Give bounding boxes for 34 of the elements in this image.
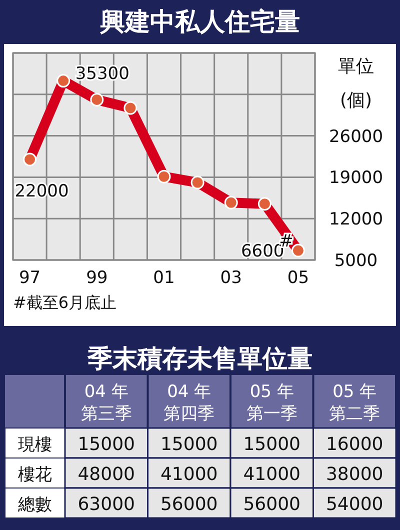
x-tick-label: 99 [86, 268, 108, 288]
x-tick-label: 04 年第三季 [80, 382, 132, 424]
data-label: 41000 [243, 464, 301, 485]
data-label: 35300 [75, 64, 130, 84]
y-tick-label: 樓花 [18, 465, 52, 485]
chart-title: 季末積存未售單位量 [86, 344, 312, 373]
y-tick-label: 現樓 [18, 435, 52, 455]
data-label: 15000 [160, 434, 218, 455]
x-tick-label: 04 年第四季 [164, 382, 215, 424]
y-tick-label: 總數 [17, 495, 52, 515]
y-tick-label: 5000 [334, 251, 378, 271]
data-label: 48000 [78, 464, 136, 485]
chart-title: 興建中私人住宅量 [99, 7, 300, 36]
y-tick-label: 26000 [328, 126, 384, 147]
y-axis-title: 單位 (個) [338, 56, 374, 111]
data-label: 15000 [243, 434, 301, 455]
data-label: 56000 [160, 494, 218, 515]
data-label: 41000 [160, 464, 218, 485]
data-label: 56000 [243, 494, 301, 515]
x-tick-label: 01 [153, 268, 175, 288]
data-label: 22000 [14, 181, 69, 202]
x-tick-label: 05 年第二季 [329, 382, 380, 424]
x-tick-label: 05 [287, 268, 310, 288]
data-label: 15000 [78, 434, 136, 455]
y-tick-label: 12000 [328, 210, 384, 230]
data-label: 63000 [78, 494, 136, 515]
data-label: 54000 [326, 494, 384, 515]
data-label: 38000 [326, 464, 384, 485]
text: #截至6月底止 [13, 293, 117, 312]
y-tick-label: 19000 [328, 168, 384, 188]
data-label: 16000 [326, 434, 384, 455]
x-tick-label: 03 [220, 268, 242, 288]
x-tick-label: 05 年第一季 [246, 382, 298, 424]
x-tick-label: 97 [18, 268, 41, 288]
